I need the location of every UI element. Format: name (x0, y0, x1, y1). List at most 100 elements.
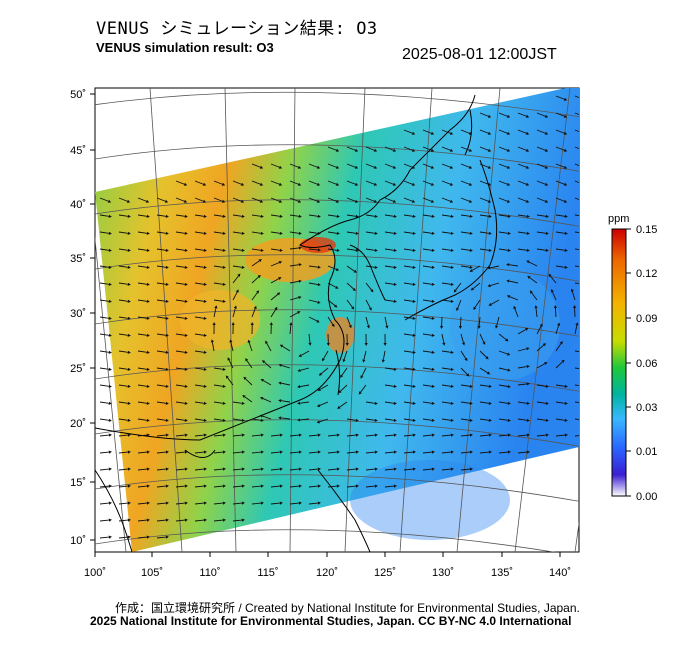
wind-arrow-head (256, 290, 260, 294)
wind-arrow (346, 163, 356, 168)
wind-arrow-head (237, 273, 241, 277)
wind-arrow-head (351, 306, 355, 310)
wind-arrow (422, 384, 432, 387)
wind-arrow-head (203, 467, 207, 471)
wind-arrow-head (412, 433, 416, 437)
wind-arrow (517, 366, 527, 369)
wind-arrow-head (203, 350, 207, 354)
wind-arrow-head (526, 231, 530, 235)
wind-arrow-head (544, 362, 548, 365)
wind-arrow (574, 146, 579, 150)
wind-arrow-head (545, 214, 549, 218)
wind-arrow (343, 350, 348, 360)
wind-arrow-head (393, 450, 397, 454)
wind-arrow (99, 451, 110, 454)
wind-arrow-head (450, 299, 454, 303)
wind-arrow-head (274, 306, 278, 311)
wind-arrow (403, 418, 413, 421)
wind-arrow (422, 163, 432, 168)
wind-arrow-head (165, 401, 169, 405)
wind-arrow (403, 434, 414, 437)
wind-arrow-head (108, 518, 112, 522)
wind-arrow (460, 248, 470, 251)
wind-arrow-head (487, 266, 491, 270)
wind-arrow-head (316, 165, 321, 169)
wind-arrow-head (184, 214, 188, 218)
wind-arrow (478, 316, 481, 327)
wind-arrow (232, 231, 242, 234)
wind-arrow-head (545, 433, 549, 437)
wind-arrow (194, 282, 204, 285)
wind-arrow-head (146, 282, 150, 286)
wind-arrow-head (430, 182, 435, 186)
wind-arrow-head (336, 484, 340, 488)
wind-arrow-head (545, 418, 549, 422)
wind-arrow (365, 282, 372, 291)
wind-arrow-head (431, 265, 435, 269)
wind-arrow (517, 146, 527, 151)
wind-arrow (498, 146, 508, 151)
wind-arrow-head (222, 418, 226, 422)
wind-arrow (327, 299, 336, 306)
wind-arrow (244, 396, 253, 403)
wind-arrow-head (222, 484, 226, 488)
wind-arrow-head (250, 322, 254, 326)
wind-arrow (213, 451, 224, 454)
wind-arrow-head (336, 433, 340, 437)
wind-arrow-head (550, 288, 554, 293)
wind-arrow (574, 350, 579, 353)
wind-arrow-head (393, 418, 397, 422)
wind-arrow (571, 291, 576, 301)
wind-arrow (490, 299, 500, 305)
wind-arrow (137, 333, 147, 336)
wind-arrow (118, 350, 128, 353)
wind-arrow-head (298, 295, 302, 300)
wind-arrow (460, 468, 471, 471)
wind-arrow (118, 536, 129, 539)
wind-arrow (156, 468, 167, 471)
wind-arrow-head (184, 350, 188, 354)
wind-arrow (365, 418, 375, 421)
wind-arrow (498, 384, 508, 387)
wind-arrow-head (127, 333, 131, 337)
wind-arrow-head (411, 182, 416, 186)
wind-arrow-head (564, 433, 568, 437)
wind-arrow (346, 265, 355, 272)
wind-arrow-head (572, 305, 577, 309)
wind-arrow-head (381, 359, 385, 363)
wind-arrow-head (485, 356, 489, 360)
wind-arrow (441, 146, 451, 151)
wind-arrow-head (526, 450, 530, 454)
wind-arrow (232, 197, 242, 202)
wind-arrow (509, 296, 519, 301)
wind-arrow (99, 519, 110, 522)
wind-arrow (156, 451, 167, 454)
lat-label-15: 15˚ (70, 477, 86, 489)
colorbar-label-0.00: 0.00 (636, 491, 657, 503)
wind-arrow (460, 367, 468, 375)
wind-arrow (384, 282, 394, 285)
wind-arrow-head (539, 323, 543, 327)
wind-arrow (422, 129, 432, 134)
wind-arrow-head (584, 419, 587, 422)
wind-arrow-head (393, 231, 397, 235)
wind-arrow-head (412, 418, 416, 422)
wind-arrow-head (393, 248, 397, 252)
wind-arrow-head (450, 401, 454, 405)
wind-arrow-head (241, 433, 245, 437)
wind-arrow (365, 316, 369, 326)
lon-label-105: 105˚ (141, 567, 163, 579)
lon-label-115: 115˚ (257, 567, 278, 579)
wind-arrow-head (544, 199, 549, 203)
wind-arrow-head (559, 341, 563, 345)
wind-arrow-head (469, 418, 473, 422)
wind-arrow-head (107, 199, 112, 203)
wind-arrow-head (184, 433, 188, 437)
wind-arrow (175, 282, 185, 285)
wind-arrow (422, 214, 432, 217)
wind-arrow (213, 468, 224, 471)
wind-arrow (346, 146, 356, 151)
wind-arrow (574, 384, 579, 387)
wind-arrow (346, 485, 357, 488)
wind-arrow (175, 418, 185, 421)
